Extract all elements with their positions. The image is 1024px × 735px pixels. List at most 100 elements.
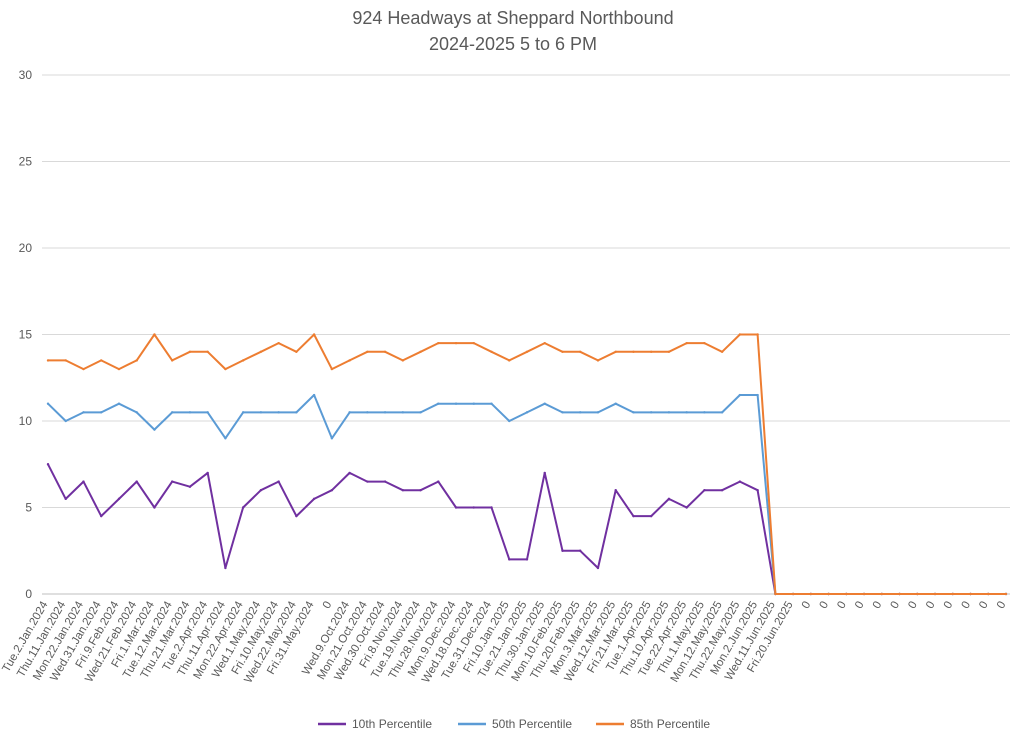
data-point	[135, 411, 138, 414]
data-point	[525, 411, 529, 414]
data-point	[135, 359, 138, 362]
data-point	[366, 480, 369, 483]
data-point	[1004, 592, 1008, 596]
y-tick-label: 15	[19, 328, 33, 342]
y-tick-label: 5	[25, 501, 32, 515]
data-point	[437, 402, 440, 405]
data-point	[543, 471, 546, 475]
data-point	[170, 411, 174, 414]
data-point	[117, 497, 121, 501]
x-tick-label: 0	[321, 600, 335, 612]
data-point	[898, 592, 901, 596]
data-point	[579, 411, 582, 414]
data-point	[241, 506, 245, 509]
data-point	[632, 350, 635, 353]
data-point	[366, 350, 369, 353]
data-point	[64, 419, 67, 423]
data-point	[401, 411, 405, 414]
gridlines	[42, 74, 1010, 595]
data-point	[774, 592, 777, 596]
x-tick-label: 0	[835, 600, 849, 612]
data-point	[649, 350, 653, 353]
data-point	[809, 592, 813, 596]
data-point	[472, 506, 475, 509]
data-point	[206, 350, 209, 353]
data-point	[82, 411, 85, 414]
data-point	[720, 350, 724, 353]
data-point	[153, 506, 156, 509]
data-point	[454, 402, 458, 405]
data-point	[667, 350, 671, 353]
x-tick-label: 0	[960, 600, 974, 612]
data-point	[756, 489, 759, 492]
legend-label: 85th Percentile	[630, 717, 710, 731]
data-point	[348, 359, 351, 362]
x-tick-label: 0	[942, 600, 956, 612]
data-point	[703, 341, 706, 345]
data-point	[366, 411, 369, 414]
data-point	[295, 514, 298, 518]
series-line-50th-percentile	[47, 394, 1006, 595]
chart-subtitle: 2024-2025 5 to 6 PM	[429, 34, 597, 54]
data-point	[632, 411, 635, 414]
data-point	[916, 592, 919, 596]
data-point	[46, 359, 50, 362]
data-point	[596, 566, 600, 570]
data-point	[720, 411, 724, 414]
data-point	[703, 411, 706, 414]
data-point	[649, 411, 653, 414]
data-point	[348, 411, 351, 414]
data-point	[987, 592, 990, 596]
data-point	[490, 402, 493, 405]
data-point	[437, 341, 440, 345]
data-point	[383, 350, 387, 353]
data-point	[64, 359, 67, 362]
data-point	[632, 514, 635, 518]
data-point	[46, 463, 50, 466]
data-point	[508, 419, 511, 423]
x-tick-label: 0	[853, 600, 867, 612]
data-point	[667, 411, 671, 414]
y-tick-label: 20	[19, 241, 33, 255]
data-point	[437, 480, 440, 483]
data-point	[241, 359, 245, 362]
data-point	[383, 411, 387, 414]
data-point	[561, 411, 564, 414]
data-point	[454, 341, 458, 345]
data-point	[454, 506, 458, 509]
data-point	[206, 411, 209, 414]
data-point	[685, 411, 688, 414]
data-point	[738, 393, 742, 397]
data-point	[756, 333, 759, 336]
data-point	[561, 549, 564, 552]
data-point	[685, 341, 688, 345]
data-point	[259, 350, 263, 353]
data-point	[117, 367, 121, 371]
data-point	[153, 333, 156, 336]
data-point	[206, 471, 209, 475]
data-point	[969, 592, 972, 596]
data-point	[330, 367, 334, 371]
data-point	[188, 485, 192, 488]
x-tick-label: 0	[977, 600, 991, 612]
data-point	[579, 350, 582, 353]
y-tick-label: 10	[19, 414, 33, 428]
x-tick-label: 0	[906, 600, 920, 612]
legend-label: 10th Percentile	[352, 717, 432, 731]
y-tick-label: 0	[25, 587, 32, 601]
data-point	[525, 558, 529, 561]
data-point	[827, 592, 830, 596]
x-tick-label: 0	[871, 600, 885, 612]
data-point	[330, 437, 334, 440]
data-point	[508, 359, 511, 362]
data-point	[614, 402, 617, 405]
legend-label: 50th Percentile	[492, 717, 572, 731]
legend: 10th Percentile 50th Percentile 85th Perce…	[318, 717, 710, 731]
x-tick-label: 0	[995, 600, 1009, 612]
data-point	[614, 350, 617, 353]
data-point	[756, 393, 759, 397]
data-point	[401, 489, 405, 492]
data-point	[880, 592, 884, 596]
data-point	[312, 393, 316, 397]
